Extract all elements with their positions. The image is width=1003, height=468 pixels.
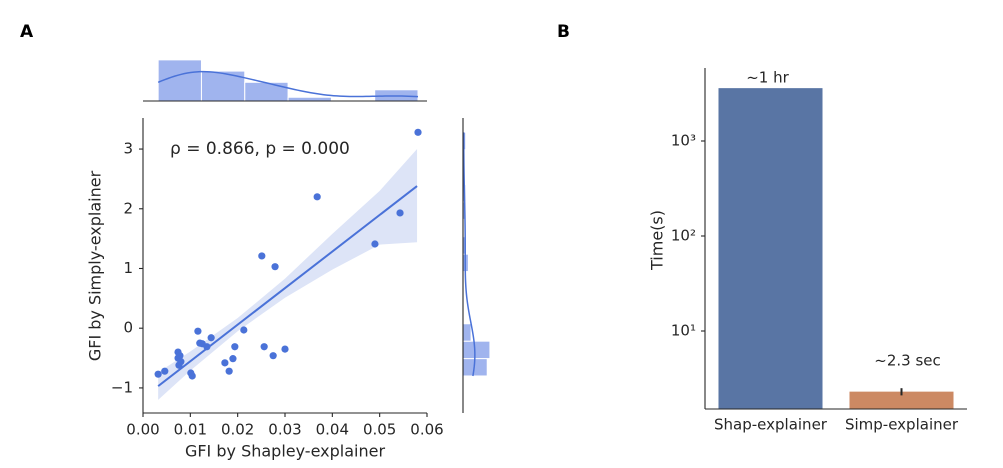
- point: [175, 361, 183, 369]
- x-tick-label: 0.05: [363, 421, 396, 439]
- y-tick-label: 10¹: [671, 322, 696, 340]
- point: [229, 355, 237, 363]
- point: [194, 327, 202, 335]
- point: [203, 343, 211, 351]
- regression-line: [157, 185, 418, 387]
- point: [258, 252, 266, 260]
- panel-label: A: [20, 22, 34, 42]
- point: [240, 326, 248, 334]
- histogram-bar: [287, 96, 332, 102]
- kde-curve: [462, 132, 476, 377]
- point: [313, 193, 321, 201]
- point: [414, 128, 422, 136]
- histogram-bar: [244, 81, 289, 102]
- x-tick-label: 0.00: [126, 421, 159, 439]
- y-tick-label: 1: [123, 259, 133, 277]
- value-label: ~2.3 sec: [874, 352, 940, 370]
- point: [188, 372, 196, 380]
- annotation: ρ = 0.866, p = 0.000: [170, 139, 350, 159]
- point: [260, 343, 268, 351]
- confidence-band: [158, 149, 418, 400]
- point: [225, 367, 233, 375]
- kde-curve: [157, 70, 419, 98]
- point: [161, 367, 169, 375]
- y-tick-label: 10³: [671, 131, 696, 149]
- y-tick-label: 0: [123, 319, 133, 337]
- point: [396, 209, 404, 217]
- histogram-bar: [462, 323, 472, 342]
- x-tick-label: Shap-explainer: [714, 416, 828, 434]
- point: [207, 334, 215, 342]
- bar: [718, 88, 823, 409]
- point: [371, 240, 379, 248]
- point: [281, 345, 289, 353]
- histogram-bar: [157, 59, 202, 102]
- y-axis-label: Time(s): [648, 210, 667, 271]
- point: [271, 263, 279, 271]
- x-tick-label: 0.06: [410, 421, 443, 439]
- x-tick-label: 0.03: [268, 421, 301, 439]
- x-tick-label: 0.04: [316, 421, 349, 439]
- value-label: ~1 hr: [746, 69, 789, 87]
- histogram-bar: [200, 70, 246, 102]
- y-tick-label: 3: [123, 140, 133, 158]
- y-axis-label: GFI by Simply-explainer: [86, 170, 105, 361]
- point: [269, 352, 277, 360]
- point: [154, 370, 162, 378]
- x-tick-label: Simp-explainer: [845, 416, 959, 434]
- bar: [849, 391, 954, 409]
- y-tick-label: 10²: [671, 226, 696, 244]
- y-tick-label: 2: [123, 199, 133, 217]
- x-tick-label: 0.01: [174, 421, 207, 439]
- point: [231, 343, 239, 351]
- histogram-bar: [462, 340, 491, 360]
- point: [221, 359, 229, 367]
- x-axis-label: GFI by Shapley-explainer: [185, 442, 385, 461]
- panel-label: B: [557, 22, 570, 42]
- x-tick-label: 0.02: [221, 421, 254, 439]
- y-tick-label: −1: [111, 378, 133, 396]
